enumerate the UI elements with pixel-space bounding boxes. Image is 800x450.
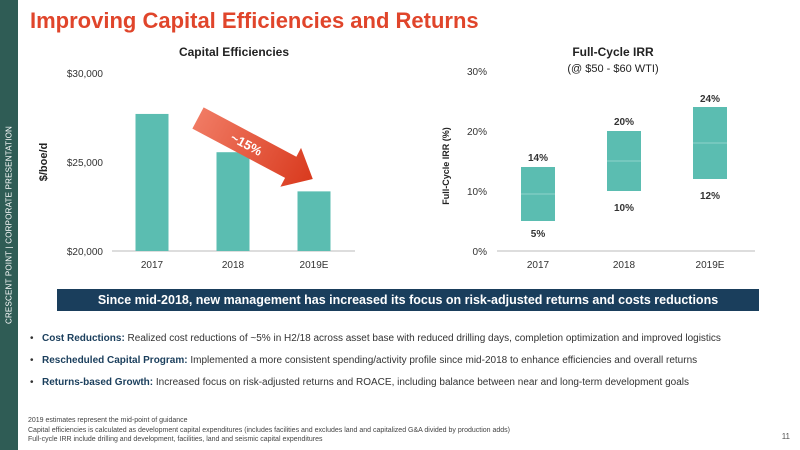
decline-arrow-shape: [192, 107, 313, 187]
bullet-item: • Cost Reductions: Realized cost reductio…: [30, 333, 721, 344]
chart2-title: Full-Cycle IRR: [572, 45, 654, 59]
bullet-text: Implemented a more consistent spending/a…: [187, 355, 698, 366]
chart2-high-label: 20%: [614, 117, 634, 128]
footnote: Capital efficiencies is calculated as de…: [28, 426, 510, 434]
chart2-high-label: 14%: [528, 153, 548, 164]
chart1-ytick: $30,000: [67, 69, 104, 80]
chart1-ytick: $20,000: [67, 247, 104, 258]
bullet-label: Cost Reductions:: [42, 333, 125, 344]
chart2-xtick: 2018: [613, 260, 636, 271]
chart1-bar: [297, 191, 331, 251]
chart1-bars: [135, 113, 331, 251]
chart2-low-label: 12%: [700, 191, 720, 202]
decline-arrow: ~15%: [192, 107, 313, 187]
bullet-text: Increased focus on risk-adjusted returns…: [153, 377, 689, 388]
page-number: 11: [781, 432, 790, 441]
bullet-dot: •: [30, 377, 34, 388]
chart2-ytick: 20%: [467, 127, 487, 138]
footnotes: 2019 estimates represent the mid-point o…: [28, 416, 510, 445]
charts-area: Capital Efficiencies $/boe/d $20,000 $25…: [38, 45, 755, 271]
chart1-ylabel: $/boe/d: [38, 143, 50, 182]
chart2-xtick: 2017: [527, 260, 550, 271]
chart2-ytick: 10%: [467, 187, 487, 198]
bullet-dot: •: [30, 355, 34, 366]
key-message-banner: Since mid-2018, new management has incre…: [57, 289, 759, 311]
chart1-ytick: $25,000: [67, 158, 104, 169]
bullet-item: • Returns-based Growth: Increased focus o…: [30, 377, 689, 388]
chart1-bar: [135, 113, 169, 251]
chart2-low-label: 10%: [614, 203, 634, 214]
footnote: 2019 estimates represent the mid-point o…: [28, 417, 188, 424]
footnote: Full-cycle IRR include drilling and deve…: [28, 436, 323, 443]
chart1-xtick: 2017: [141, 260, 164, 271]
bullet-item: • Rescheduled Capital Program: Implemente…: [30, 355, 697, 366]
chart2-high-label: 24%: [700, 94, 720, 105]
page-title: Improving Capital Efficiencies and Retur…: [30, 8, 479, 33]
bullet-label: Returns-based Growth:: [42, 377, 154, 388]
chart2-low-label: 5%: [531, 229, 546, 240]
bullet-text: Realized cost reductions of ~5% in H2/18…: [124, 333, 721, 344]
chart2-xtick: 2019E: [696, 260, 725, 271]
bullet-label: Rescheduled Capital Program:: [42, 355, 188, 366]
chart1-bar: [216, 152, 250, 251]
bullet-dot: •: [30, 333, 34, 344]
chart1-title: Capital Efficiencies: [179, 45, 289, 59]
chart1-xtick: 2018: [222, 260, 245, 271]
chart2-ytick: 30%: [467, 67, 487, 78]
chart2-subtitle: (@ $50 - $60 WTI): [567, 63, 658, 75]
chart2-ylabel: Full-Cycle IRR (%): [441, 127, 451, 205]
chart1-xtick: 2019E: [300, 260, 329, 271]
sidebar: CRESCENT POINT | CORPORATE PRESENTATION: [0, 0, 18, 450]
chart2-bars: [521, 107, 727, 221]
chart2-ytick: 0%: [473, 247, 488, 258]
